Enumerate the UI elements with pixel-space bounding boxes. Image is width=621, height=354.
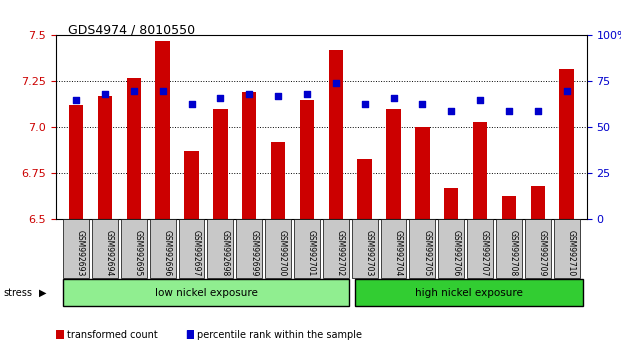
Bar	[502, 195, 516, 219]
Point	[129, 88, 138, 93]
FancyBboxPatch shape	[355, 279, 582, 307]
FancyBboxPatch shape	[178, 219, 204, 278]
Text: GSM992698: GSM992698	[220, 230, 229, 276]
Bar	[329, 50, 343, 219]
FancyBboxPatch shape	[467, 219, 493, 278]
FancyBboxPatch shape	[265, 219, 291, 278]
Text: transformed count: transformed count	[67, 330, 158, 339]
Bar	[300, 100, 314, 219]
Bar	[69, 105, 83, 219]
FancyBboxPatch shape	[438, 219, 465, 278]
Text: GSM992705: GSM992705	[422, 230, 432, 276]
Text: percentile rank within the sample: percentile rank within the sample	[197, 330, 363, 339]
FancyBboxPatch shape	[63, 219, 89, 278]
Text: GSM992695: GSM992695	[134, 230, 143, 276]
Point	[71, 97, 81, 103]
Bar	[415, 127, 430, 219]
Bar	[184, 152, 199, 219]
FancyBboxPatch shape	[409, 219, 435, 278]
Point	[417, 101, 427, 106]
Point	[446, 108, 456, 114]
Text: GSM992694: GSM992694	[105, 230, 114, 276]
Point	[186, 101, 196, 106]
Text: GSM992709: GSM992709	[538, 230, 546, 276]
Point	[100, 91, 110, 97]
Bar	[213, 109, 227, 219]
FancyBboxPatch shape	[525, 219, 551, 278]
FancyBboxPatch shape	[150, 219, 176, 278]
FancyBboxPatch shape	[351, 219, 378, 278]
Point	[389, 95, 399, 101]
Text: GSM992696: GSM992696	[163, 230, 171, 276]
Text: GSM992704: GSM992704	[394, 230, 402, 276]
Bar	[560, 69, 574, 219]
Text: GSM992699: GSM992699	[249, 230, 258, 276]
Text: GSM992707: GSM992707	[480, 230, 489, 276]
FancyBboxPatch shape	[63, 279, 349, 307]
Text: GSM992700: GSM992700	[278, 230, 287, 276]
Point	[244, 91, 254, 97]
Text: high nickel exposure: high nickel exposure	[415, 288, 522, 298]
Point	[158, 88, 168, 93]
Text: GDS4974 / 8010550: GDS4974 / 8010550	[68, 23, 196, 36]
FancyBboxPatch shape	[92, 219, 118, 278]
Text: GSM992703: GSM992703	[365, 230, 374, 276]
Point	[302, 91, 312, 97]
Bar	[127, 78, 141, 219]
Bar	[444, 188, 458, 219]
Bar	[386, 109, 401, 219]
Point	[273, 93, 283, 99]
Text: GSM992697: GSM992697	[191, 230, 201, 276]
FancyBboxPatch shape	[323, 219, 349, 278]
Text: GSM992708: GSM992708	[509, 230, 518, 276]
Point	[215, 95, 225, 101]
Bar	[242, 92, 256, 219]
Bar	[97, 96, 112, 219]
Point	[331, 80, 341, 86]
Point	[561, 88, 571, 93]
Text: GSM992702: GSM992702	[336, 230, 345, 276]
Text: GSM992710: GSM992710	[566, 230, 576, 276]
FancyBboxPatch shape	[294, 219, 320, 278]
Point	[360, 101, 369, 106]
Point	[475, 97, 485, 103]
Point	[533, 108, 543, 114]
Text: low nickel exposure: low nickel exposure	[155, 288, 257, 298]
FancyBboxPatch shape	[496, 219, 522, 278]
FancyBboxPatch shape	[381, 219, 407, 278]
Bar	[530, 186, 545, 219]
Bar	[358, 159, 372, 219]
Text: GSM992701: GSM992701	[307, 230, 316, 276]
Bar	[271, 142, 285, 219]
Text: GSM992706: GSM992706	[451, 230, 460, 276]
FancyBboxPatch shape	[121, 219, 147, 278]
Bar	[155, 41, 170, 219]
Bar	[473, 122, 487, 219]
Text: GSM992693: GSM992693	[76, 230, 85, 276]
FancyBboxPatch shape	[236, 219, 262, 278]
Point	[504, 108, 514, 114]
Text: ▶: ▶	[39, 288, 47, 298]
FancyBboxPatch shape	[207, 219, 233, 278]
Text: stress: stress	[3, 288, 32, 298]
FancyBboxPatch shape	[554, 219, 579, 278]
